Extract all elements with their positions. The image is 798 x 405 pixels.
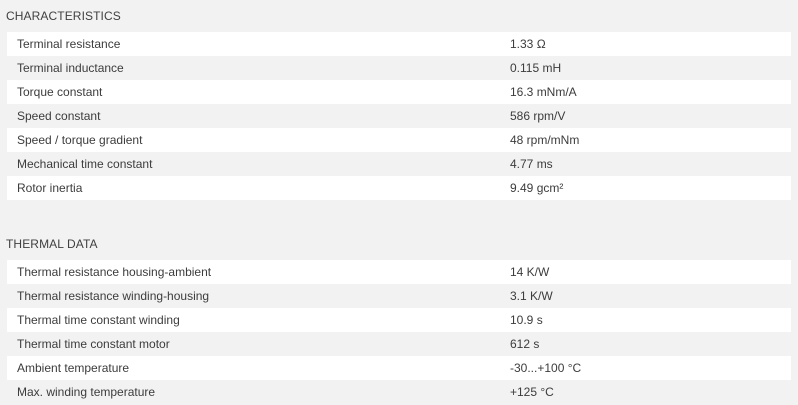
row-label: Rotor inertia bbox=[17, 181, 83, 195]
row-value: 14 K/W bbox=[510, 265, 550, 279]
row-label: Max. winding temperature bbox=[17, 385, 156, 399]
section-title: CHARACTERISTICS bbox=[6, 9, 121, 23]
table-row: Max. winding temperature +125 °C bbox=[7, 380, 791, 404]
table-row: Thermal time constant winding 10.9 s bbox=[7, 308, 791, 332]
row-label: Thermal resistance winding-housing bbox=[17, 289, 210, 303]
row-value: 9.49 gcm² bbox=[510, 181, 564, 195]
table-row: Terminal inductance 0.115 mH bbox=[7, 56, 791, 80]
row-value: 48 rpm/mNm bbox=[510, 133, 580, 147]
row-label: Speed constant bbox=[17, 109, 101, 123]
row-label: Thermal time constant winding bbox=[17, 313, 180, 327]
table-row: Thermal time constant motor 612 s bbox=[7, 332, 791, 356]
row-label: Speed / torque gradient bbox=[17, 133, 143, 147]
table-row: Speed / torque gradient 48 rpm/mNm bbox=[7, 128, 791, 152]
thermal-data-section: THERMAL DATA Thermal resistance housing-… bbox=[0, 228, 798, 404]
row-label: Thermal resistance housing-ambient bbox=[17, 265, 212, 279]
row-value: -30...+100 °C bbox=[510, 361, 582, 375]
row-value: 1.33 Ω bbox=[510, 37, 546, 51]
row-label: Mechanical time constant bbox=[17, 157, 153, 171]
table-row: Mechanical time constant 4.77 ms bbox=[7, 152, 791, 176]
table-row: Rotor inertia 9.49 gcm² bbox=[7, 176, 791, 200]
row-value: 10.9 s bbox=[510, 313, 543, 327]
row-value: 612 s bbox=[510, 337, 540, 351]
row-label: Torque constant bbox=[17, 85, 103, 99]
table-row: Speed constant 586 rpm/V bbox=[7, 104, 791, 128]
section-title: THERMAL DATA bbox=[6, 237, 98, 251]
row-label: Terminal resistance bbox=[17, 37, 121, 51]
row-value: +125 °C bbox=[510, 385, 554, 399]
row-value: 3.1 K/W bbox=[510, 289, 553, 303]
characteristics-table: Terminal resistance 1.33 Ω Terminal indu… bbox=[7, 32, 791, 200]
row-value: 0.115 mH bbox=[510, 61, 562, 75]
table-row: Thermal resistance winding-housing 3.1 K… bbox=[7, 284, 791, 308]
row-label: Ambient temperature bbox=[17, 361, 130, 375]
table-row: Thermal resistance housing-ambient 14 K/… bbox=[7, 260, 791, 284]
row-label: Thermal time constant motor bbox=[17, 337, 170, 351]
table-row: Torque constant 16.3 mNm/A bbox=[7, 80, 791, 104]
table-row: Ambient temperature -30...+100 °C bbox=[7, 356, 791, 380]
characteristics-section: CHARACTERISTICS Terminal resistance 1.33… bbox=[0, 0, 798, 200]
row-label: Terminal inductance bbox=[17, 61, 124, 75]
row-value: 4.77 ms bbox=[510, 157, 553, 171]
thermal-data-table: Thermal resistance housing-ambient 14 K/… bbox=[7, 260, 791, 404]
row-value: 16.3 mNm/A bbox=[510, 85, 577, 99]
table-row: Terminal resistance 1.33 Ω bbox=[7, 32, 791, 56]
row-value: 586 rpm/V bbox=[510, 109, 566, 123]
